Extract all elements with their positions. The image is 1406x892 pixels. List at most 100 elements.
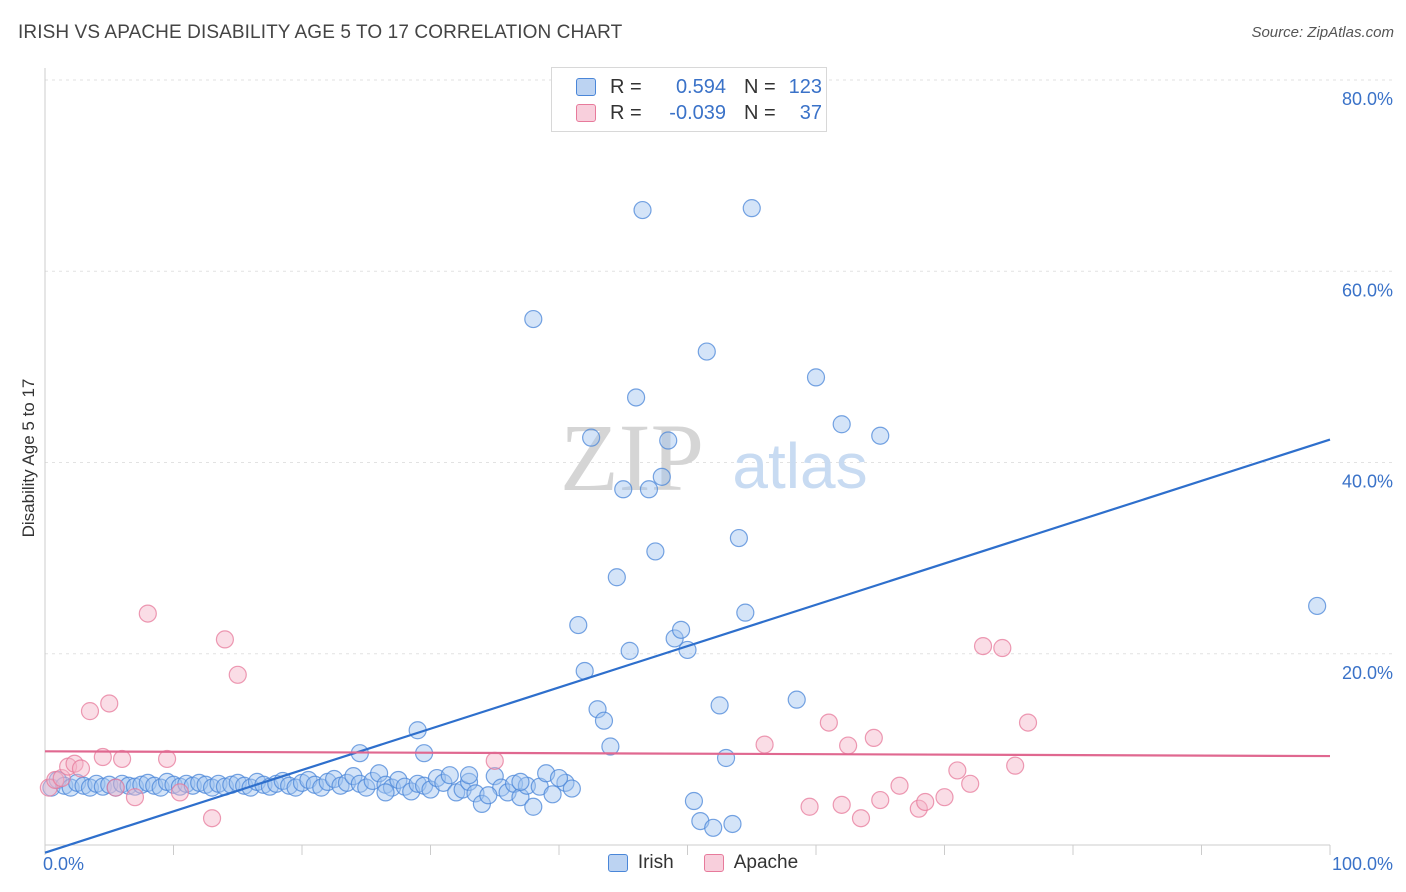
legend-swatch-apache [576,104,596,122]
data-point-apache [916,792,935,812]
legend-swatch-irish [576,78,596,96]
legend-row-irish: R = 0.594 N = 123 [576,75,822,99]
data-point-apache [909,799,928,818]
data-point-apache [157,749,177,769]
data-point-irish [389,770,408,790]
data-point-apache [973,636,993,656]
data-point-irish [337,773,357,792]
data-point-irish [736,603,755,622]
legend-r-label: R = [610,75,642,98]
legend-r-value: 0.594 [675,75,726,98]
data-point-apache [215,630,234,649]
data-point-irish [594,711,614,730]
x-tick-label: 100.0% [1332,854,1393,874]
data-point-irish [614,480,633,499]
data-point-apache [1006,756,1025,775]
data-point-irish [582,428,601,447]
data-point-apache [839,736,858,755]
data-point-irish [871,426,890,445]
data-point-apache [890,776,909,795]
watermark-zip: ZIP [560,404,704,511]
data-point-apache [106,778,125,797]
y-tick-label: 60.0% [1342,280,1393,300]
data-point-irish [1308,596,1327,616]
data-point-irish [652,467,671,486]
series-legend-irish: Irish [607,852,674,874]
data-point-irish [729,528,749,548]
watermark-atlas: atlas [732,430,867,502]
data-point-irish [511,788,530,807]
y-tick-label: 40.0% [1342,472,1393,492]
y-axis-label: Disability Age 5 to 17 [19,379,38,538]
data-point-irish [626,388,646,407]
data-point-irish [588,700,607,719]
legend-n-value: 37 [799,101,822,124]
series-legend-apache: Apache [703,852,799,874]
legend-n-label: N = [744,75,776,98]
legend-r-label: R = [610,101,642,124]
data-point-apache [80,702,100,721]
data-point-apache [138,604,157,623]
y-tick-label: 20.0% [1342,663,1393,683]
legend-row-apache: R = -0.039 N = 37 [576,101,822,125]
data-point-apache [485,751,504,770]
data-point-irish [524,309,543,329]
series-legend: Irish Apache [0,852,1406,874]
data-point-apache [170,783,190,802]
data-point-irish [524,797,543,816]
data-point-irish [697,342,716,361]
data-point-irish [549,768,569,788]
data-point-irish [832,415,851,434]
data-point-apache [93,747,112,767]
data-point-apache [755,735,774,754]
data-point-irish [440,766,459,785]
y-tick-label: 80.0% [1342,89,1393,109]
data-point-apache [819,713,838,732]
data-point-apache [228,665,247,684]
trendline-irish [44,438,1331,854]
series-label-apache: Apache [733,852,799,873]
data-point-irish [485,767,504,786]
data-point-irish [479,786,498,805]
data-point-irish [376,783,395,802]
data-point-apache [871,790,890,810]
data-point-apache [993,638,1012,658]
series-swatch-irish [607,854,628,872]
grid-layer [45,79,1392,655]
data-point-irish [601,737,620,756]
points-layer [39,91,1327,837]
data-point-irish [742,199,761,218]
data-point-irish [511,772,530,791]
chart-source: Source: ZipAtlas.com [1251,24,1394,41]
data-point-irish [639,480,659,499]
trendline-apache [44,750,1331,758]
data-point-irish [357,778,376,797]
data-point-irish [459,766,479,785]
data-point-irish [716,748,736,768]
data-point-irish [704,818,723,837]
data-point-apache [112,749,132,769]
data-point-apache [851,809,871,828]
data-point-irish [607,568,626,587]
data-point-apache [935,788,954,807]
data-point-apache [202,809,222,828]
data-point-irish [710,696,729,715]
data-point-apache [961,774,980,793]
axis-layer [44,68,1331,855]
data-point-irish [684,791,704,811]
data-point-apache [46,770,65,790]
label-layer: 20.0% 40.0% 60.0% 80.0% 0.0% 100.0% Disability… [19,89,1393,874]
data-point-irish [806,368,826,387]
data-point-irish [659,431,678,450]
data-point-apache [125,788,145,807]
data-point-irish [723,814,742,834]
data-point-irish [620,641,639,660]
data-point-irish [370,764,389,783]
trend-layer [44,438,1331,854]
legend-r-value: -0.039 [669,101,726,124]
series-label-irish: Irish [637,852,674,873]
data-point-irish [633,200,652,220]
data-point-apache [71,759,91,778]
data-point-apache [1018,713,1038,732]
